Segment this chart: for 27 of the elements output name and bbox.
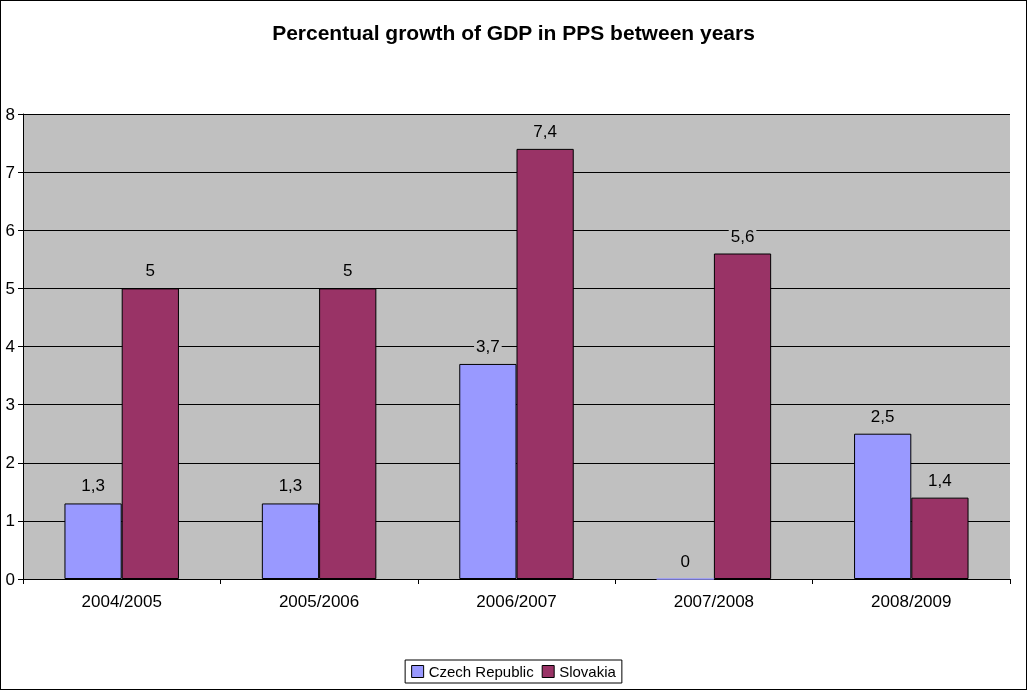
data-label: 1,4 [928,470,952,490]
y-tick-label: 6 [5,220,15,240]
x-tick-label: 2006/2007 [476,592,557,611]
y-tick-label: 7 [5,162,15,182]
legend-label: Slovakia [559,663,617,680]
data-label: 2,5 [870,406,895,426]
y-tick-label: 1 [5,511,15,531]
x-tick-label: 2008/2009 [871,592,952,611]
data-label: 1,3 [278,476,303,496]
data-label: 3,7 [476,336,500,356]
y-tick-label: 4 [5,337,15,356]
y-tick-label: 5 [5,278,15,298]
data-label: 5 [342,261,353,281]
x-tick-label: 2005/2006 [278,592,360,611]
x-tick-label: 2004/2005 [81,592,162,611]
y-tick-label: 0 [5,569,15,589]
y-tick-label: 3 [5,395,15,415]
x-tick-label: 2007/2008 [673,592,755,611]
chart-title: Percentual growth of GDP in PPS between years [272,21,755,44]
data-label: 7,4 [533,121,557,141]
data-label: 1,3 [81,476,105,496]
data-label: 5 [145,261,156,281]
y-tick-label: 8 [5,104,15,124]
data-label: 5,6 [730,226,755,246]
y-tick-label: 2 [5,453,15,473]
data-label: 0 [680,551,691,571]
legend-label: Czech Republic [428,663,535,680]
